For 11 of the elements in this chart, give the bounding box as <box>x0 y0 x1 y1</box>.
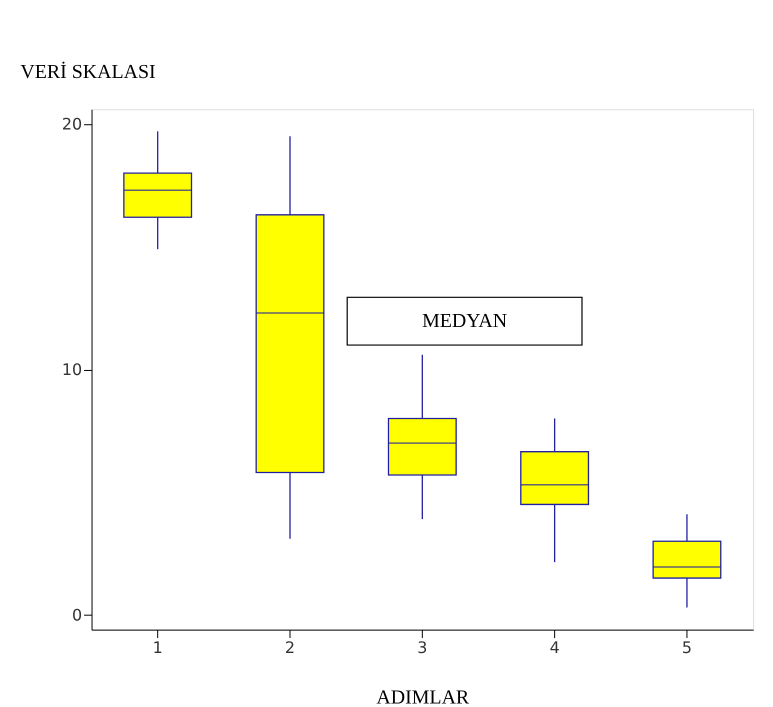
y-tick-label: 10 <box>62 360 82 379</box>
x-tick-label: 1 <box>152 638 163 657</box>
y-tick-label: 0 <box>72 605 82 624</box>
y-tick-label: 20 <box>62 114 82 134</box>
x-tick-label: 5 <box>682 638 692 657</box>
x-tick-label: 4 <box>550 638 560 657</box>
x-axis-title: ADIMLAR <box>376 686 470 707</box>
x-tick-label: 3 <box>417 638 428 657</box>
y-axis-title: VERİ SKALASI <box>20 60 156 83</box>
x-tick-label: 2 <box>284 638 296 657</box>
annotation: MEDYAN <box>422 310 508 332</box>
